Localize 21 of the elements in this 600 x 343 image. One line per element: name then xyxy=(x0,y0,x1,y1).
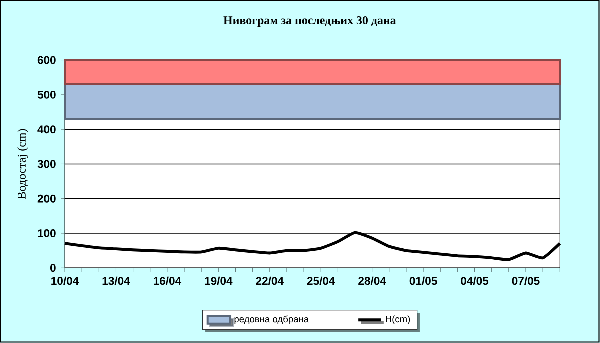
legend-label: H(cm) xyxy=(386,316,410,324)
y-tick-label: 400 xyxy=(38,126,56,134)
x-tick-label: 10/04 xyxy=(52,276,80,286)
x-tick-label: 04/05 xyxy=(461,276,489,286)
x-tick-label: 28/04 xyxy=(358,276,386,286)
x-tick-label: 16/04 xyxy=(154,276,182,286)
y-tick-label: 100 xyxy=(38,230,56,238)
y-axis-title: Водостај (cm) xyxy=(18,129,28,200)
x-tick-label: 22/04 xyxy=(256,276,284,286)
y-tick-label: 500 xyxy=(38,90,56,99)
x-tick-label: 19/04 xyxy=(205,276,233,286)
y-tick-label: 200 xyxy=(38,194,56,203)
y-tick-label: 300 xyxy=(38,160,56,168)
x-tick-label: 13/04 xyxy=(102,276,130,286)
x-tick-label: 25/04 xyxy=(307,276,336,286)
legend-label: редовна одбрана xyxy=(234,316,310,324)
chart-title: Нивограм за последњих 30 дана xyxy=(224,16,396,27)
y-tick-label: 600 xyxy=(38,56,56,64)
x-tick-label: 07/05 xyxy=(512,276,540,286)
y-tick-label: 0 xyxy=(50,264,56,272)
x-tick-label: 01/05 xyxy=(410,276,438,286)
